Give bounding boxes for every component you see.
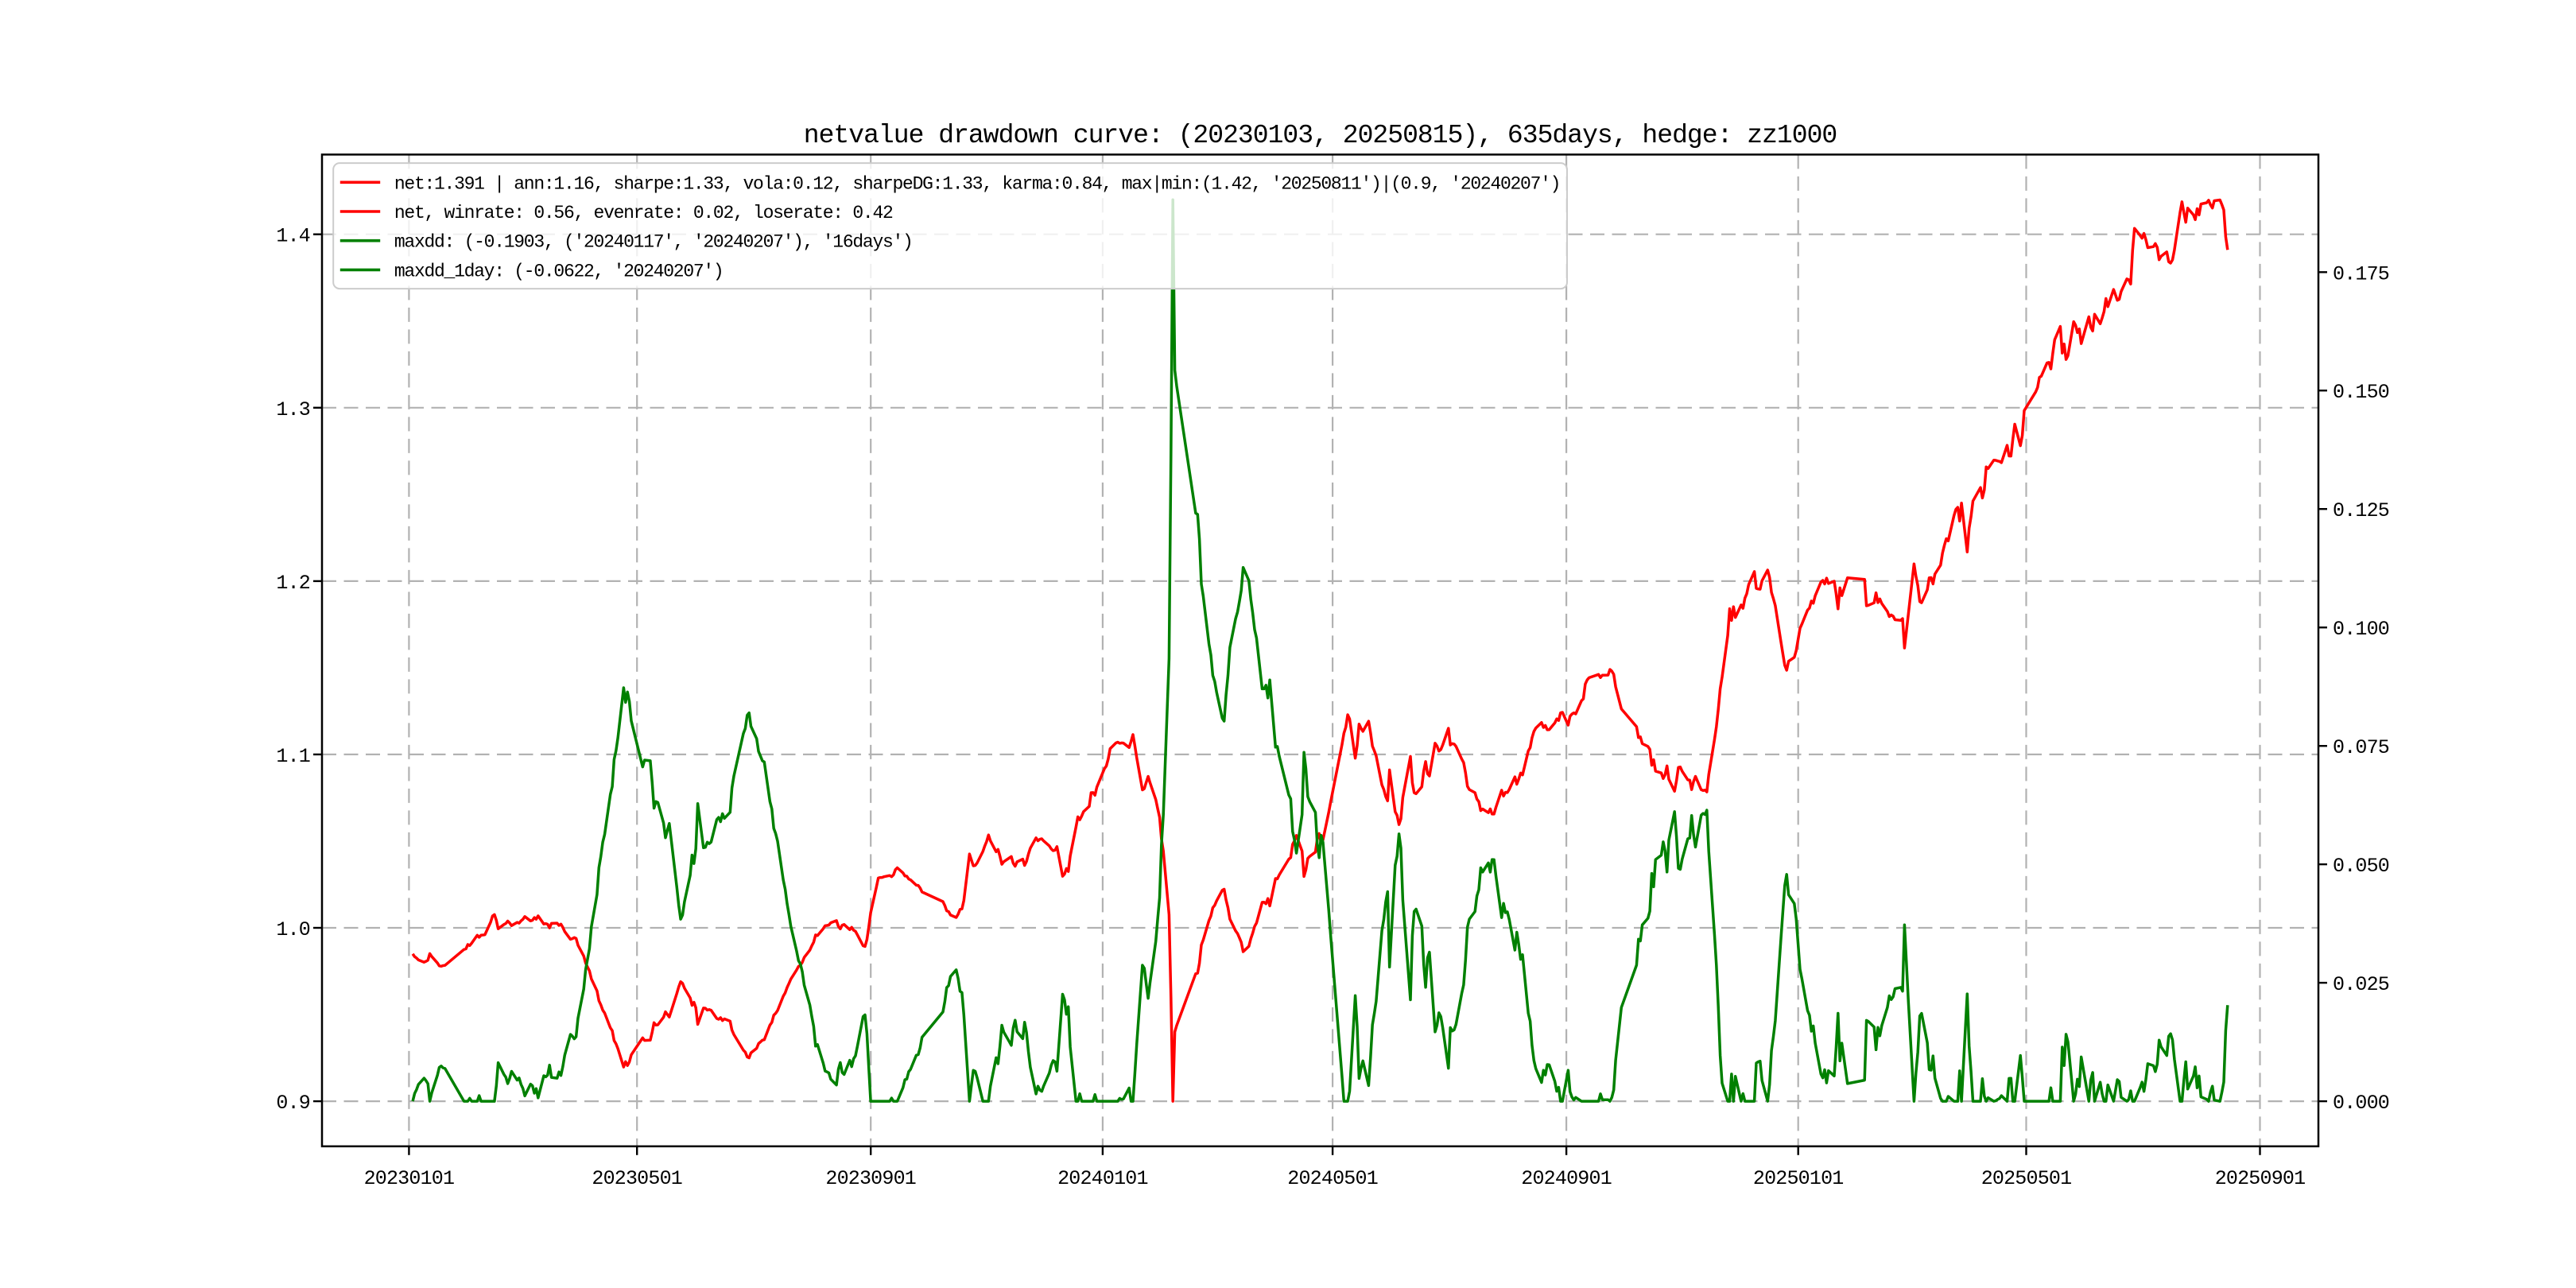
svg-text:20240101: 20240101: [1057, 1167, 1148, 1190]
svg-text:0.125: 0.125: [2333, 499, 2389, 522]
svg-text:20250501: 20250501: [1981, 1167, 2072, 1190]
svg-text:0.9: 0.9: [276, 1092, 310, 1115]
svg-text:0.150: 0.150: [2333, 381, 2389, 404]
svg-text:net, winrate: 0.56, evenrate:: net, winrate: 0.56, evenrate: 0.02, lose…: [394, 203, 893, 223]
svg-text:20240901: 20240901: [1521, 1167, 1612, 1190]
svg-text:20230901: 20230901: [825, 1167, 916, 1190]
svg-text:0.000: 0.000: [2333, 1092, 2389, 1115]
svg-text:1.4: 1.4: [276, 225, 310, 248]
svg-text:20230101: 20230101: [364, 1167, 455, 1190]
svg-text:20250901: 20250901: [2215, 1167, 2306, 1190]
svg-text:net:1.391 | ann:1.16, sharpe:1: net:1.391 | ann:1.16, sharpe:1.33, vola:…: [394, 173, 1560, 194]
svg-text:20240501: 20240501: [1287, 1167, 1378, 1190]
svg-text:maxdd: (-0.1903, ('20240117',: maxdd: (-0.1903, ('20240117', '20240207'…: [394, 232, 913, 253]
svg-text:20230501: 20230501: [592, 1167, 682, 1190]
svg-text:20250101: 20250101: [1753, 1167, 1844, 1190]
svg-text:0.050: 0.050: [2333, 855, 2389, 878]
svg-text:1.0: 1.0: [276, 918, 310, 941]
svg-text:netvalue drawdown curve: (2023: netvalue drawdown curve: (20230103, 2025…: [804, 121, 1837, 150]
svg-text:1.3: 1.3: [276, 398, 310, 421]
svg-text:1.1: 1.1: [276, 745, 310, 768]
svg-text:0.025: 0.025: [2333, 973, 2389, 996]
svg-text:maxdd_1day: (-0.0622, '2024020: maxdd_1day: (-0.0622, '20240207'): [394, 261, 724, 281]
svg-text:0.100: 0.100: [2333, 618, 2389, 641]
svg-text:1.2: 1.2: [276, 572, 310, 595]
svg-text:0.075: 0.075: [2333, 736, 2389, 759]
svg-text:0.175: 0.175: [2333, 262, 2389, 285]
